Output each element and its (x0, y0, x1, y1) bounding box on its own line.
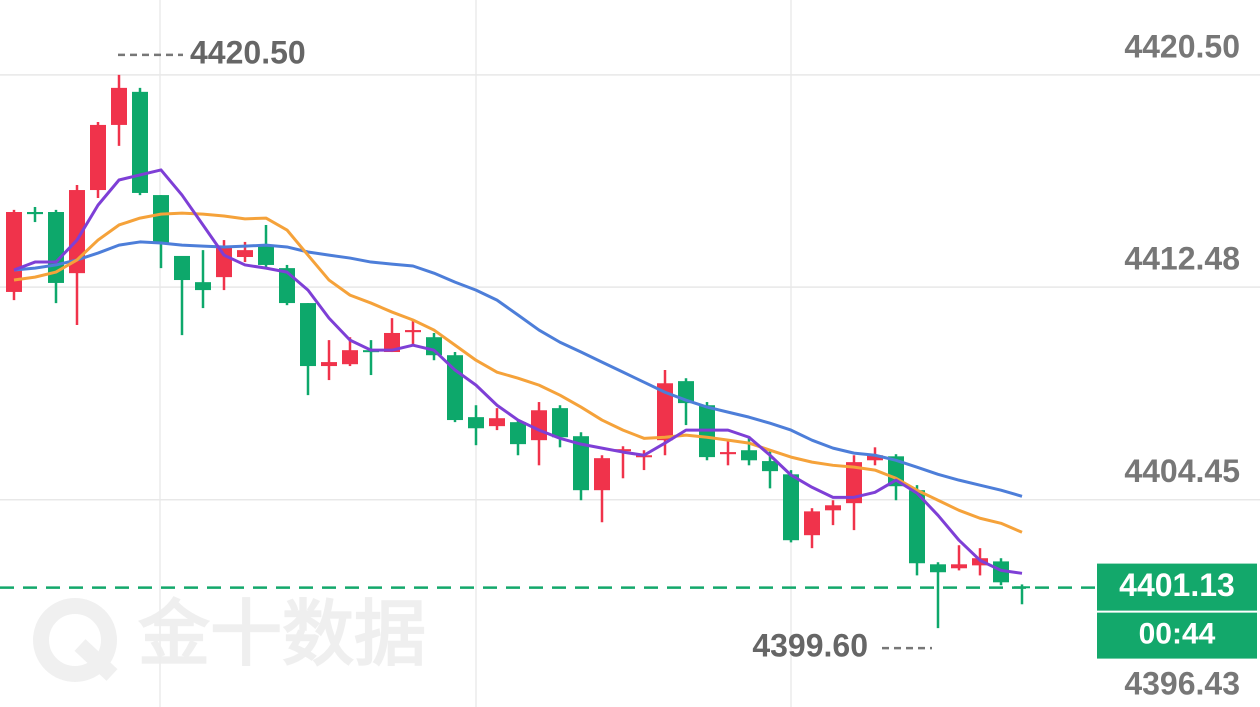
candle-body (552, 408, 568, 438)
candle-body (384, 332, 400, 353)
countdown-label: 00:44 (1139, 618, 1216, 651)
watermark-logo (74, 639, 118, 681)
candle-body (258, 246, 274, 265)
candle-body (762, 461, 778, 472)
watermark-logo (33, 598, 117, 682)
moving-average-line (13, 168, 1023, 575)
candle-body (153, 195, 169, 243)
candle-body (426, 337, 442, 356)
candle-body (489, 418, 505, 427)
candle-body (657, 383, 673, 441)
candles (6, 74, 1030, 629)
candle-body (888, 456, 904, 487)
y-tick-label: 4404.45 (1124, 453, 1240, 489)
candle-body (174, 255, 190, 281)
candle-body (195, 282, 211, 291)
candle-body (846, 462, 862, 504)
y-tick-label: 4420.50 (1124, 28, 1240, 64)
vertical-grid (159, 0, 792, 707)
candle-body (741, 450, 757, 461)
candle-body (90, 124, 106, 191)
candle-body (27, 212, 43, 215)
candle-body (321, 362, 337, 367)
candle-body (594, 458, 610, 491)
candle-body (930, 564, 946, 573)
y-tick-label: 4396.43 (1124, 665, 1240, 701)
moving-average-line (13, 240, 1023, 498)
candle-body (720, 452, 736, 455)
watermark-text: 金十数据 (137, 595, 426, 675)
candle-body (216, 248, 232, 278)
candle-body (300, 303, 316, 367)
candle-body (6, 212, 22, 292)
candle-body (951, 564, 967, 569)
candle-body (132, 91, 148, 193)
candle-body (531, 410, 547, 441)
candle-body (615, 449, 631, 452)
candle-body (111, 87, 127, 125)
candle-body (69, 190, 85, 274)
candle-body (510, 422, 526, 445)
candle-body (342, 350, 358, 365)
candle-body (825, 505, 841, 511)
moving-average-line (13, 211, 1023, 534)
candle-body (573, 436, 589, 491)
candle-body (909, 490, 925, 564)
candle-body (405, 330, 421, 333)
candle-body (783, 474, 799, 541)
y-tick-label: 4412.48 (1124, 241, 1240, 277)
candle-body (867, 455, 883, 461)
candle-body (237, 250, 253, 258)
annotation-label: 4420.50 (190, 34, 306, 70)
candle-body (468, 417, 484, 429)
current-price-label: 4401.13 (1119, 567, 1235, 603)
watermark: 金十数据 (33, 595, 426, 682)
candle-body (804, 511, 820, 536)
annotation-label: 4399.60 (752, 628, 868, 664)
